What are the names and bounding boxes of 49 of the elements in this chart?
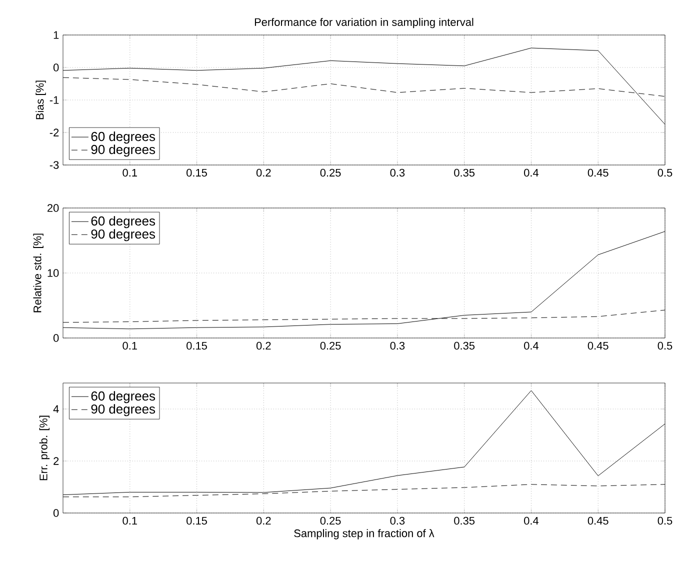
- y-tick-label: 1: [54, 31, 59, 39]
- x-tick-label: 0.45: [588, 168, 608, 177]
- x-tick-label: 0.5: [658, 168, 672, 177]
- legend-label: 90 degrees: [91, 404, 156, 416]
- x-tick-label: 0.5: [658, 342, 672, 350]
- x-tick-label: 0.5: [658, 516, 672, 525]
- legend-label: 90 degrees: [91, 229, 156, 242]
- x-tick-label: 0.25: [320, 168, 341, 177]
- x-tick-label: 0.45: [588, 342, 608, 350]
- x-tick-label: 0.1: [122, 516, 137, 525]
- x-tick-label: 0.15: [186, 516, 207, 525]
- y-axis-title: Relative std. [%]: [33, 234, 44, 312]
- x-tick-label: 0.1: [122, 168, 137, 177]
- x-tick-label: 0.25: [320, 516, 341, 525]
- legend-label: 60 degrees: [91, 132, 156, 144]
- x-tick-label: 0.4: [524, 342, 539, 350]
- x-axis-title: Sampling step in fraction of λ: [294, 529, 434, 540]
- x-tick-label: 0.4: [524, 516, 539, 525]
- y-tick-label: -3: [50, 161, 59, 169]
- x-tick-label: 0.3: [390, 516, 405, 525]
- x-tick-label: 0.1: [122, 342, 137, 350]
- y-axis-title: Err. prob. [%]: [39, 416, 50, 480]
- x-tick-label: 0.35: [454, 342, 475, 350]
- y-tick-label: 4: [53, 405, 59, 413]
- y-tick-label: 20: [48, 204, 59, 212]
- x-tick-label: 0.25: [320, 342, 341, 350]
- legend-label: 90 degrees: [91, 144, 156, 157]
- y-tick-label: -2: [50, 128, 59, 136]
- y-axis-title: Bias [%]: [36, 80, 46, 120]
- x-tick-label: 0.3: [390, 342, 405, 350]
- x-tick-label: 0.4: [524, 168, 539, 177]
- x-tick-label: 0.3: [390, 168, 405, 177]
- legend-label: 60 degrees: [91, 391, 156, 404]
- x-tick-label: 0.35: [454, 168, 475, 177]
- y-tick-label: 10: [48, 269, 59, 277]
- x-tick-label: 0.2: [256, 516, 271, 525]
- legend-label: 60 degrees: [91, 216, 156, 228]
- x-tick-label: 0.2: [256, 342, 271, 350]
- x-tick-label: 0.2: [256, 168, 271, 177]
- x-tick-label: 0.45: [588, 516, 608, 525]
- y-tick-label: 0: [53, 509, 59, 517]
- y-tick-label: -1: [50, 96, 59, 104]
- y-tick-label: 0: [53, 334, 59, 342]
- chart-title: Performance for variation in sampling interval: [254, 18, 474, 28]
- y-tick-label: 2: [54, 457, 59, 465]
- x-tick-label: 0.15: [186, 168, 207, 177]
- x-tick-label: 0.35: [454, 516, 475, 525]
- y-tick-label: 0: [53, 64, 59, 72]
- x-tick-label: 0.15: [186, 342, 207, 350]
